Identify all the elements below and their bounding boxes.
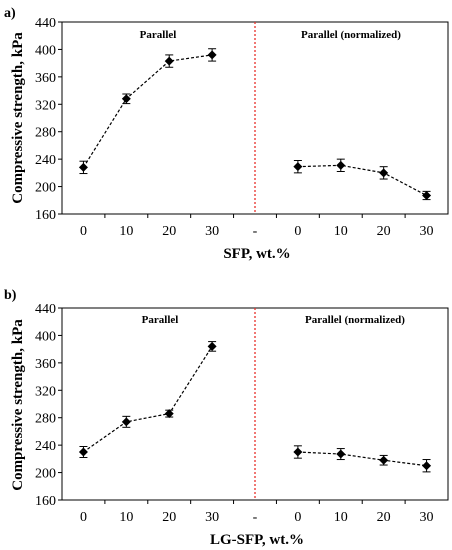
data-point: [422, 461, 432, 471]
x-tick-label: 10: [119, 510, 133, 525]
x-tick-label: 10: [334, 510, 348, 525]
x-tick-label: 0: [80, 510, 87, 525]
x-tick-label: 10: [119, 224, 133, 239]
left-region-label: Parallel: [140, 29, 177, 41]
data-point: [207, 341, 217, 351]
x-tick-label: 30: [205, 224, 219, 239]
data-point: [164, 409, 174, 419]
left-region-label: Parallel: [142, 314, 179, 326]
data-point: [78, 162, 88, 172]
series-line: [83, 346, 213, 453]
data-point: [121, 417, 131, 427]
chart-panel-b: b) Compressive strength, kPa LG-SFP, wt.…: [4, 288, 449, 548]
data-point: [336, 160, 346, 170]
chart-panel-a: a) Compressive strength, kPa SFP, wt.% P…: [4, 6, 449, 262]
x-tick-label: 30: [420, 224, 434, 239]
series-line: [82, 54, 213, 168]
y-tick-label: 320: [35, 98, 56, 113]
data-point: [336, 449, 346, 459]
x-tick-label: -: [253, 224, 258, 239]
y-tick-label: 160: [35, 208, 56, 223]
data-point: [379, 168, 389, 178]
x-tick-label: 0: [294, 224, 301, 239]
data-point: [293, 162, 303, 172]
panel-label: b): [4, 288, 17, 303]
y-tick-label: 440: [35, 16, 56, 31]
y-tick-label: 320: [35, 384, 56, 399]
right-region-label: Parallel (normalized): [301, 29, 401, 41]
x-tick-label: 20: [377, 224, 391, 239]
x-tick-label: -: [253, 510, 258, 525]
x-tick-label: 10: [334, 224, 348, 239]
data-point: [422, 190, 432, 200]
data-point: [164, 56, 174, 66]
y-tick-label: 240: [35, 439, 56, 454]
y-tick-label: 440: [35, 302, 56, 317]
x-tick-label: 20: [162, 510, 176, 525]
y-tick-label: 400: [35, 43, 56, 58]
data-point: [293, 447, 303, 457]
x-tick-label: 0: [80, 224, 87, 239]
y-axis-title: Compressive strength, kPa: [10, 32, 26, 204]
data-point: [121, 94, 131, 104]
series-line: [297, 164, 427, 197]
y-tick-label: 280: [35, 412, 56, 427]
series-line: [297, 451, 427, 467]
right-region-label: Parallel (normalized): [305, 314, 405, 326]
y-axis-title: Compressive strength, kPa: [10, 319, 26, 491]
x-tick-label: 20: [377, 510, 391, 525]
y-tick-label: 240: [35, 153, 56, 168]
x-axis-title: SFP, wt.%: [223, 246, 290, 262]
x-tick-label: 20: [162, 224, 176, 239]
y-tick-label: 360: [35, 357, 56, 372]
data-point: [379, 455, 389, 465]
panel-label: a): [4, 6, 16, 21]
y-tick-label: 200: [35, 467, 56, 482]
data-point: [78, 447, 88, 457]
data-point: [207, 50, 217, 60]
y-tick-label: 200: [35, 181, 56, 196]
x-tick-label: 30: [205, 510, 219, 525]
y-tick-label: 280: [35, 126, 56, 141]
x-axis-title: LG-SFP, wt.%: [210, 532, 304, 548]
y-tick-label: 400: [35, 329, 56, 344]
x-tick-label: 30: [420, 510, 434, 525]
y-tick-label: 360: [35, 71, 56, 86]
x-tick-label: 0: [294, 510, 301, 525]
y-tick-label: 160: [35, 494, 56, 509]
